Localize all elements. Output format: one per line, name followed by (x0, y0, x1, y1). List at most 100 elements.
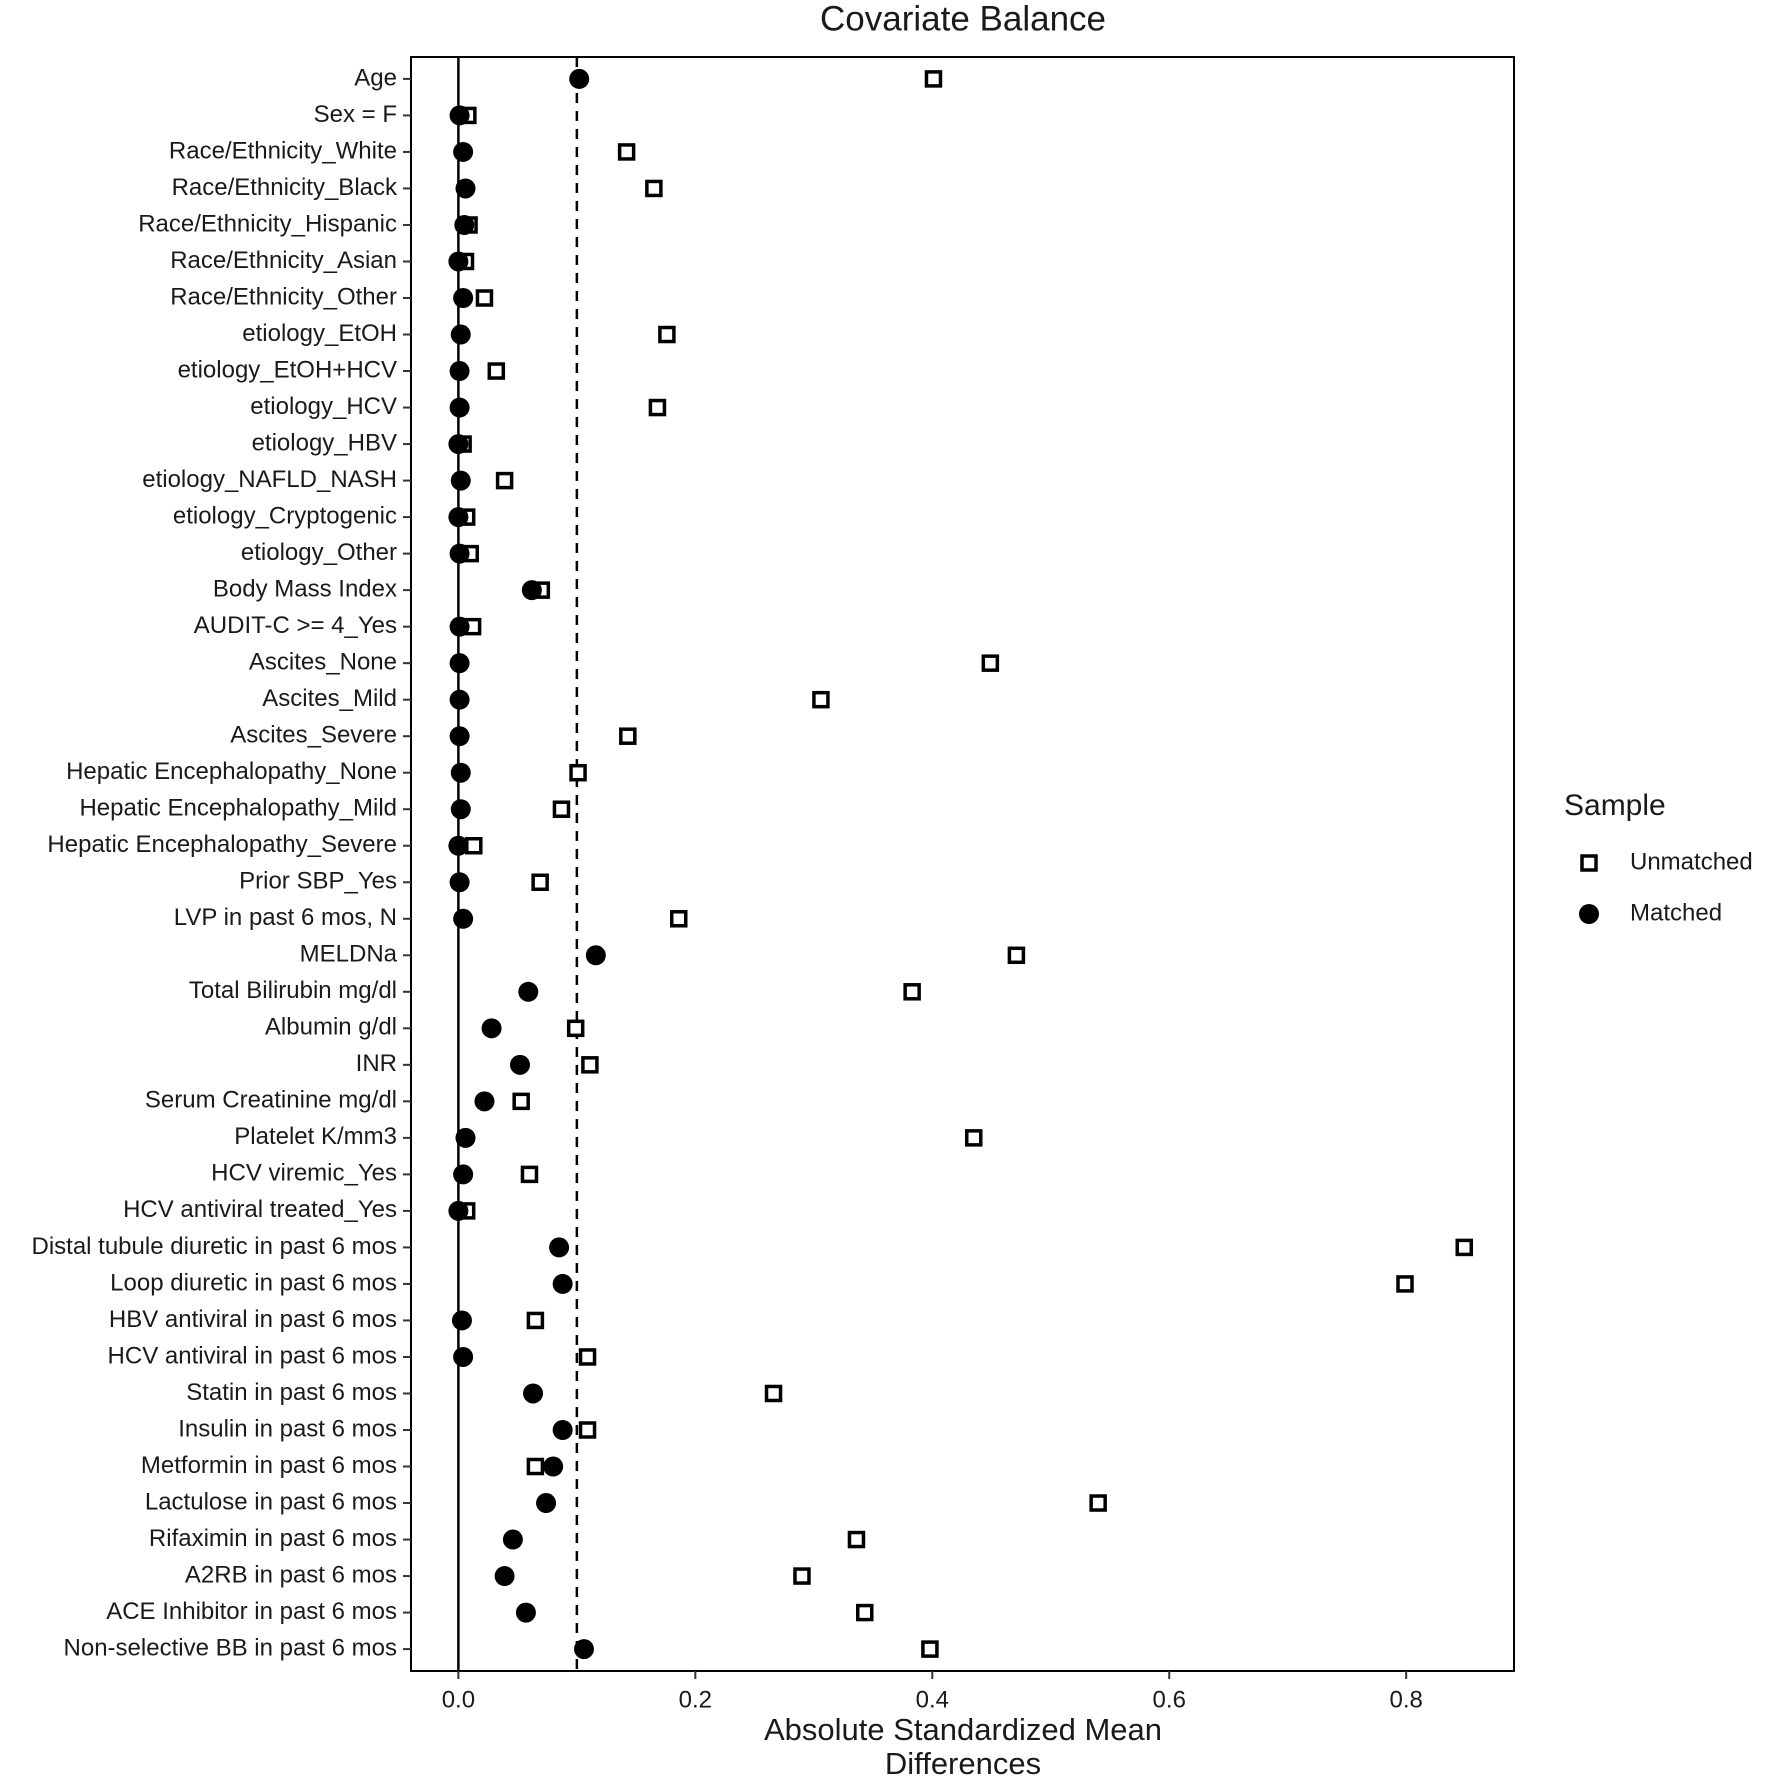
point (965, 1129, 983, 1147)
point (455, 178, 476, 199)
point (453, 141, 474, 162)
point (481, 1018, 502, 1039)
point (453, 908, 474, 929)
y-tick-label: Loop diuretic in past 6 mos (110, 1269, 397, 1296)
y-tick-label: INR (356, 1050, 397, 1077)
point (903, 983, 921, 1001)
point (619, 727, 637, 745)
x-tick-label: 0.2 (679, 1686, 712, 1713)
point (645, 179, 663, 198)
y-tick-label: Ascites_None (249, 649, 397, 676)
y-tick-label: etiology_NAFLD_NASH (142, 466, 397, 493)
point (552, 1419, 573, 1440)
y-tick-label: ACE Inhibitor in past 6 mos (106, 1598, 397, 1625)
y-tick-label: Total Bilirubin mg/dl (189, 977, 397, 1004)
point (1007, 946, 1026, 965)
plot-border (410, 56, 1515, 1672)
point (515, 1602, 536, 1623)
point (453, 1164, 474, 1185)
legend-label: Unmatched (1630, 848, 1753, 875)
y-tick-label: HBV antiviral in past 6 mos (109, 1306, 397, 1333)
point (856, 1603, 874, 1622)
point (494, 1566, 515, 1587)
point (526, 1311, 545, 1330)
point (526, 1457, 545, 1476)
point (531, 873, 549, 892)
y-tick-label: Body Mass Index (213, 575, 397, 602)
point (552, 800, 571, 818)
point (475, 289, 494, 307)
y-tick-label: AUDIT-C >= 4_Yes (194, 612, 397, 639)
y-tick-label: Metformin in past 6 mos (141, 1452, 397, 1479)
legend-label: Matched (1630, 899, 1722, 926)
point (451, 1310, 472, 1331)
point (523, 1383, 544, 1404)
point (1089, 1494, 1107, 1512)
legend-marker (1580, 854, 1598, 872)
y-tick-label: etiology_Other (241, 539, 397, 566)
point (552, 1273, 573, 1294)
point (474, 1091, 495, 1112)
y-tick-label: Non-selective BB in past 6 mos (64, 1634, 397, 1661)
point (812, 690, 830, 709)
x-tick-label: 0.8 (1390, 1686, 1423, 1713)
x-tick-label: 0.0 (442, 1686, 475, 1713)
point (573, 1639, 594, 1660)
y-tick-label: Hepatic Encephalopathy_Mild (79, 795, 397, 822)
point (847, 1530, 866, 1549)
point (450, 324, 471, 345)
y-tick-label: Platelet K/mm3 (234, 1123, 397, 1150)
point (448, 835, 469, 856)
y-tick-label: Race/Ethnicity_Other (170, 283, 397, 310)
point (658, 325, 676, 344)
point (569, 68, 590, 89)
point (518, 981, 539, 1002)
point (578, 1348, 597, 1366)
point (465, 836, 483, 855)
y-tick-label: MELDNa (300, 941, 398, 968)
y-tick-label: etiology_EtOH+HCV (178, 356, 397, 383)
y-tick-label: Insulin in past 6 mos (178, 1415, 397, 1442)
point (512, 1092, 530, 1111)
x-tick-label: 0.4 (916, 1686, 949, 1713)
point (450, 470, 471, 491)
point (585, 945, 606, 966)
y-tick-label: etiology_HBV (252, 429, 397, 456)
point (449, 397, 470, 418)
point (453, 288, 474, 309)
point (549, 1237, 570, 1258)
y-tick-label: Ascites_Mild (262, 685, 397, 712)
y-tick-label: Lactulose in past 6 mos (145, 1488, 397, 1515)
point (454, 214, 475, 235)
y-tick-label: HCV viremic_Yes (211, 1160, 397, 1187)
chart-title: Covariate Balance (820, 0, 1106, 38)
y-tick-label: Race/Ethnicity_Black (172, 174, 398, 201)
point (449, 105, 470, 126)
y-tick-label: etiology_HCV (250, 393, 397, 420)
y-tick-label: Hepatic Encephalopathy_Severe (47, 831, 397, 858)
point (670, 910, 688, 928)
point (521, 580, 542, 601)
point (448, 507, 469, 528)
legend-marker (1579, 904, 1599, 924)
point (455, 1127, 476, 1148)
y-tick-label: Serum Creatinine mg/dl (145, 1087, 397, 1114)
y-tick-label: Statin in past 6 mos (186, 1379, 397, 1406)
point (487, 362, 506, 380)
point (449, 726, 470, 747)
y-tick-label: Distal tubule diuretic in past 6 mos (31, 1233, 397, 1260)
y-tick-label: Race/Ethnicity_White (169, 137, 397, 164)
point (921, 1640, 939, 1658)
point (448, 434, 469, 455)
point (502, 1529, 523, 1550)
point (981, 654, 1000, 672)
point (536, 1493, 557, 1514)
point (1396, 1275, 1414, 1293)
y-tick-label: Race/Ethnicity_Asian (170, 247, 397, 274)
point (793, 1567, 811, 1585)
point (450, 799, 471, 820)
point (569, 763, 587, 782)
point (1455, 1238, 1473, 1257)
x-axis-title: Absolute Standardized Mean (764, 1712, 1162, 1747)
